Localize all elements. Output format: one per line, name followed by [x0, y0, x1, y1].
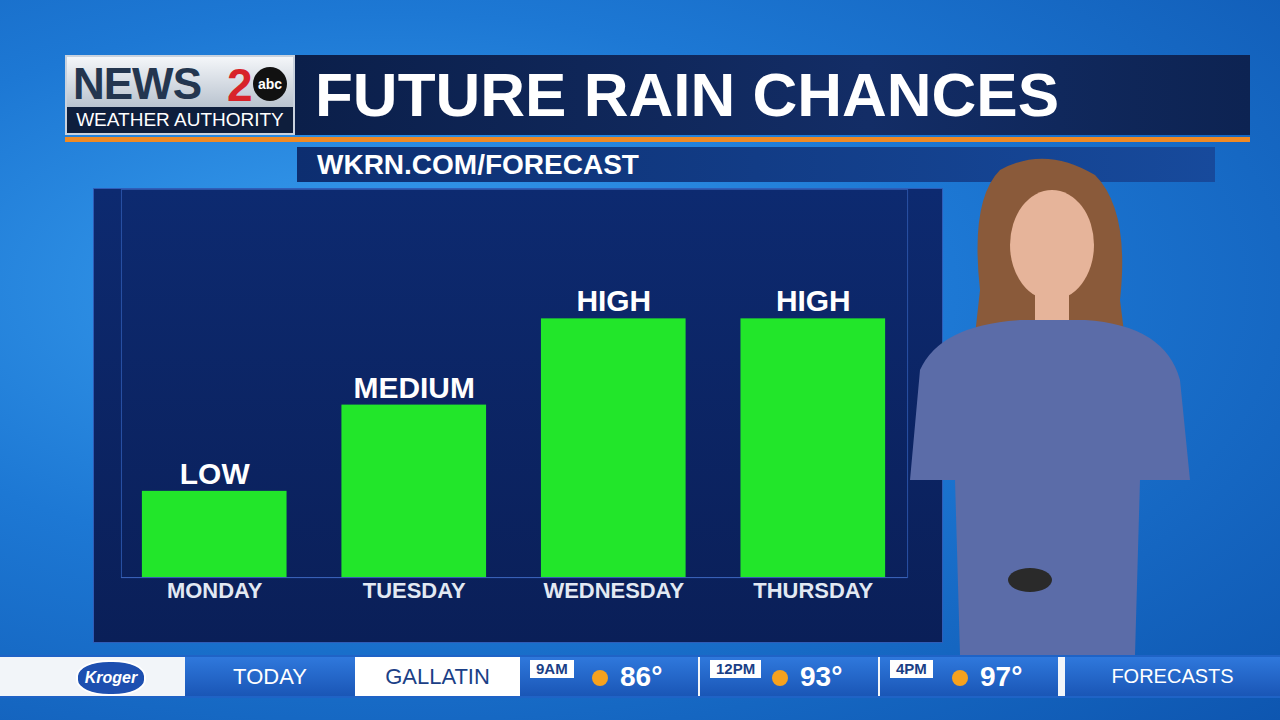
svg-text:LOW: LOW [180, 457, 251, 490]
html-text:4PM: 4PM [896, 660, 927, 677]
html-text:GALLATIN: GALLATIN [385, 664, 490, 689]
svg-text:HIGH: HIGH [576, 284, 651, 317]
html-text:NEWS: NEWS [73, 59, 201, 108]
html-text:TODAY: TODAY [233, 664, 307, 689]
svg-text:MEDIUM: MEDIUM [354, 371, 475, 404]
html-text:12PM: 12PM [716, 660, 756, 677]
html-text:9AM: 9AM [536, 660, 568, 677]
html-text:FORECASTS: FORECASTS [1111, 665, 1234, 687]
svg-text:THURSDAY: THURSDAY [753, 578, 873, 603]
html-text:FUTURE RAIN CHANCES: FUTURE RAIN CHANCES [315, 60, 1059, 129]
svg-text:WEDNESDAY: WEDNESDAY [543, 578, 684, 603]
html-text:WEATHER AUTHORITY: WEATHER AUTHORITY [76, 109, 284, 130]
html-text:abc: abc [257, 76, 283, 92]
html-text:WKRN.COM/FORECAST: WKRN.COM/FORECAST [317, 149, 639, 180]
html-text:93°: 93° [800, 661, 843, 692]
svg-text:HIGH: HIGH [776, 284, 851, 317]
html-text:Kroger: Kroger [84, 669, 138, 686]
html-text:97°: 97° [980, 661, 1023, 692]
html-text:86°: 86° [620, 661, 663, 692]
html-text:2: 2 [227, 59, 253, 111]
svg-text:TUESDAY: TUESDAY [363, 578, 466, 603]
svg-text:MONDAY: MONDAY [167, 578, 263, 603]
